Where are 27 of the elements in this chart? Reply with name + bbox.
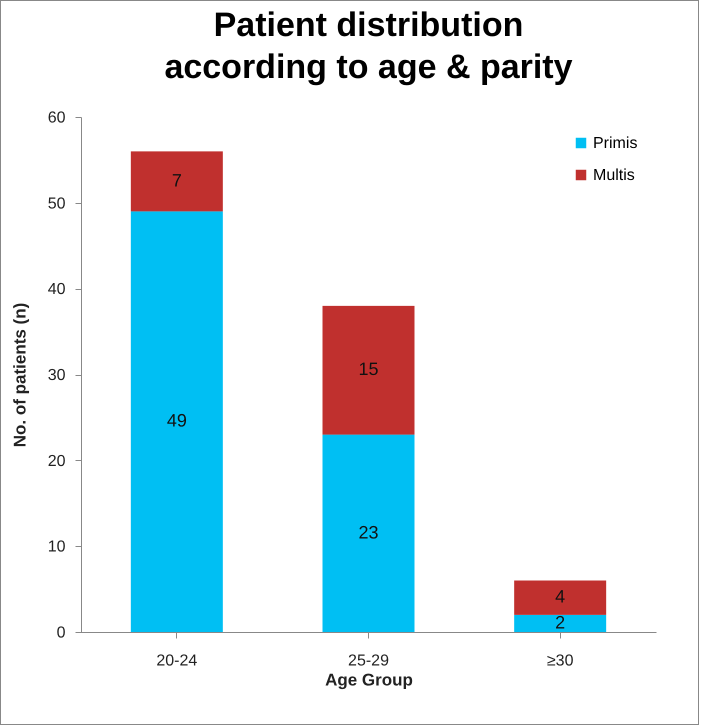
y-tick-label: 10 — [48, 538, 66, 556]
data-label: 7 — [172, 170, 182, 190]
data-label: 2 — [555, 612, 566, 632]
legend-label: Primis — [593, 135, 638, 152]
bar — [130, 151, 223, 212]
bar — [514, 580, 606, 615]
y-axis-title: No. of patients (n) — [10, 302, 30, 448]
x-tick-label: ≥30 — [546, 652, 574, 670]
y-tick-label: 30 — [48, 367, 66, 384]
x-tick-label: 25-29 — [348, 652, 390, 670]
data-label: 49 — [166, 410, 187, 431]
y-tick-label: 0 — [56, 624, 66, 642]
bar — [514, 614, 606, 632]
y-tick-label: 40 — [48, 281, 66, 298]
y-tick-label: 20 — [48, 452, 66, 470]
x-tick-label: 20-24 — [156, 652, 198, 670]
x-axis-title: Age Group — [325, 670, 413, 690]
data-label: 23 — [358, 522, 379, 542]
y-tick-label: 50 — [48, 195, 66, 212]
data-label: 15 — [358, 359, 379, 380]
data-label: 4 — [555, 586, 566, 607]
y-tick-label: 60 — [48, 110, 66, 126]
bar — [322, 306, 414, 435]
legend-label: Multis — [593, 167, 635, 184]
bar — [322, 434, 414, 632]
chart-title: Patient distribution according to age & parity — [164, 6, 573, 86]
bar — [130, 211, 223, 632]
